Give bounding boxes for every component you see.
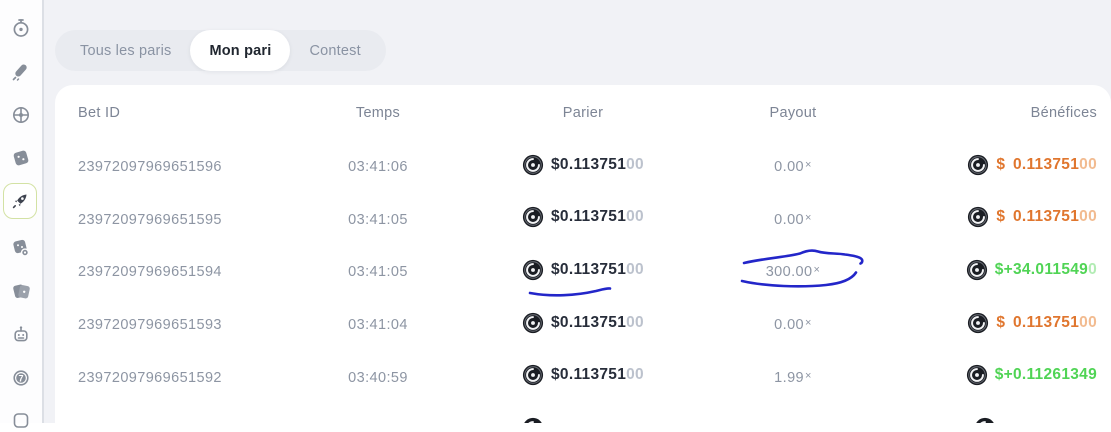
sidebar-item-slots[interactable] [9,408,33,432]
table-row-partial[interactable]: $0.00000000 $0.00000000 [78,404,1097,423]
slot-icon [13,413,29,428]
table-row[interactable]: 23972097969651595 03:41:05 $0.11375100 0… [78,194,1097,247]
time-cell: 03:41:04 [348,317,408,334]
coin-icon [966,365,987,386]
multiplier-sign: × [805,159,812,172]
sidebar-item-timer[interactable] [9,16,33,40]
payout-cell: 1.99× [774,369,812,386]
table-row[interactable]: 23972097969651594 03:41:05 $0.11375100 3… [78,246,1097,299]
sidebar-item-lucky-seven[interactable]: 7 [9,366,33,390]
bet-amount-cell: $0.11375100 [522,312,644,339]
coin-icon [968,312,989,333]
table-row[interactable]: 23972097969651593 03:41:04 $0.11375100 0… [78,299,1097,352]
payout-cell: 0.00× [774,159,812,176]
coin-icon [522,259,544,281]
payout-cell: 0.00× [774,317,812,334]
sidebar-item-cards[interactable] [9,279,33,303]
rocket-icon [12,194,27,209]
bet-id-cell: 23972097969651594 [78,264,222,281]
coin-icon [522,312,544,333]
profit-cell: $ 0.11375100 [967,206,1097,233]
sidebar-item-missile[interactable] [9,60,33,84]
timer-icon [13,19,29,37]
payout-cell: 300.00× [765,264,821,281]
bet-amount-cell: $0.11375100 [522,259,644,286]
sidebar-item-robot[interactable] [9,323,33,347]
sidebar-item-dice-duel[interactable] [9,236,33,260]
col-header-bet: Parier [562,105,604,121]
bet-amount-cell: $0.11375100 [522,154,644,181]
table-row[interactable]: 23972097969651596 03:41:06 $0.11375100 0… [78,141,1097,194]
time-cell: 03:41:05 [348,211,408,228]
time-cell: 03:41:06 [348,159,408,176]
profit-amount: $ 0.11375100 [996,313,1097,331]
bet-amount: $0.11375100 [551,155,644,173]
bet-amount: $0.11375100 [551,208,644,226]
bet-amount-cell: $0.11375100 [522,364,644,391]
coin-icon [968,154,989,175]
lucky-seven-icon: 7 [13,370,29,386]
profit-cell: $ 0.11375100 [967,154,1097,181]
multiplier-sign: × [813,264,821,277]
coin-icon [523,417,542,423]
time-cell: 03:40:59 [348,369,408,386]
game-sidebar: 7 [0,0,42,428]
profit-amount: $ 0.11375100 [996,155,1097,173]
coin-icon [966,259,987,281]
coin-icon [976,417,995,423]
sidebar-item-crash[interactable] [3,183,37,219]
sidebar-item-dice[interactable] [9,146,33,170]
dice-badge-icon [13,239,30,257]
missile-icon [12,64,27,81]
tab-contest[interactable]: Contest [309,42,361,59]
robot-icon [14,326,28,342]
tab-my-bets[interactable]: Mon pari [190,30,291,71]
bet-amount: $0.11375100 [551,366,644,384]
table-body: 23972097969651596 03:41:06 $0.11375100 0… [78,141,1097,423]
bet-amount-cell: $0.11375100 [522,206,644,233]
multiplier-sign: × [805,211,812,224]
multiplier-sign: × [805,369,812,382]
profit-amount: $+34.0115490 [994,260,1097,278]
coin-icon [522,207,544,228]
bet-id-cell: 23972097969651593 [78,317,222,334]
profit-cell: $+0.11261349 [966,364,1097,391]
profit-amount: $+0.11261349 [994,366,1097,384]
bet-id-cell: 23972097969651592 [78,369,222,386]
cards-icon [13,284,30,299]
bet-id-cell: 23972097969651595 [78,211,222,228]
dice-icon [13,150,29,166]
bet-amount: $0.11375100 [551,260,644,278]
bet-id-cell: 23972097969651596 [78,159,222,176]
tab-all-bets[interactable]: Tous les paris [80,42,172,59]
bets-tabbar: Tous les paris Mon pari Contest [55,30,386,71]
col-header-profit: Bénéfices [1030,105,1097,121]
bets-table-card: Bet ID Temps Parier Payout Bénéfices 239… [55,85,1111,423]
coin-icon [522,365,544,386]
main-panel: Tous les paris Mon pari Contest Bet ID T… [44,0,1111,423]
col-header-bet-id: Bet ID [78,105,121,121]
sidebar-divider [42,0,44,423]
profit-amount: $ 0.11375100 [996,208,1097,226]
svg-text:7: 7 [18,374,23,384]
col-header-time: Temps [355,105,401,121]
table-row[interactable]: 23972097969651592 03:40:59 $0.11375100 1… [78,351,1097,404]
table-header-row: Bet ID Temps Parier Payout Bénéfices [78,85,1097,141]
payout-cell: 0.00× [774,211,812,228]
profit-cell: $ 0.11375100 [967,312,1097,339]
coin-icon [968,207,989,228]
time-cell: 03:41:05 [348,264,408,281]
wheel-icon [13,107,29,123]
col-header-payout: Payout [769,105,817,121]
bet-amount: $0.11375100 [551,313,644,331]
coin-icon [522,154,544,175]
multiplier-sign: × [805,317,812,330]
profit-cell: $+34.0115490 [966,259,1097,286]
sidebar-item-wheel[interactable] [9,103,33,127]
